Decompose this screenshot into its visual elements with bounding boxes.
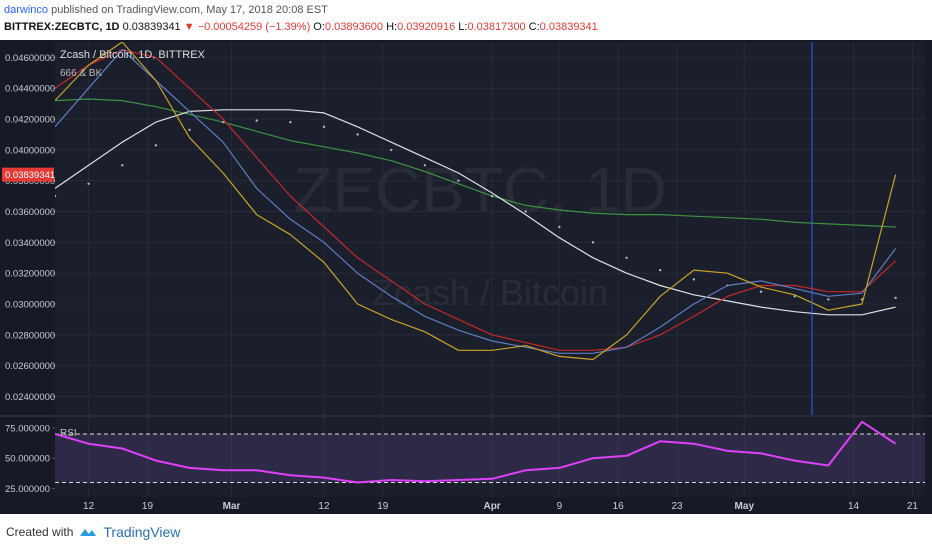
ohlc-value: 0.03920916	[397, 21, 456, 33]
rsi-band	[55, 433, 925, 483]
series-line	[55, 420, 897, 484]
y-tick-label: 0.02600000	[5, 361, 55, 372]
dot-point	[659, 268, 662, 272]
y-tick-label: 0.02400000	[5, 392, 55, 403]
dot-point	[423, 164, 427, 167]
created-with: Created with	[6, 525, 74, 539]
dot-point	[558, 225, 561, 229]
series-line	[55, 49, 897, 351]
ohlc-value: 0.03817300	[467, 21, 526, 33]
published-text: published on TradingView.com, May 17, 20…	[48, 4, 328, 16]
y-tick-label: 0.03800000	[5, 176, 55, 187]
ohlc: O:0.03893600 H:0.03920916 L:0.03817300 C…	[310, 21, 598, 33]
dot-point	[625, 256, 628, 259]
x-tick-label: 9	[557, 501, 563, 512]
publisher[interactable]: darwinco	[4, 4, 49, 16]
series-line	[55, 98, 896, 228]
y-tick-label: 0.04600000	[5, 53, 55, 64]
ohlc-label: L:	[458, 21, 468, 33]
dot-point	[490, 194, 494, 198]
last-price: 0.03839341	[122, 21, 181, 33]
dot-point	[154, 144, 158, 147]
x-tick-label: 14	[848, 501, 860, 512]
dot-point	[390, 148, 393, 152]
last-price-label: 0.03839341	[5, 170, 55, 181]
dot-point	[759, 290, 763, 293]
dot-point	[255, 119, 258, 122]
x-tick-label: 21	[907, 501, 919, 512]
series-line	[55, 49, 897, 354]
dot-point	[289, 120, 292, 124]
watermark: ZECBTC, 1D	[293, 154, 666, 226]
x-tick-label: Apr	[483, 501, 500, 512]
dot-point	[356, 133, 359, 136]
dot-point	[322, 125, 326, 128]
symbol-line: BITTREX:ZECBTC, 1D 0.03839341 ▼ −0.00054…	[4, 19, 598, 36]
chart-subtitle: 666 & BK	[60, 68, 103, 79]
y-tick-label: 75.000000	[5, 423, 50, 434]
dot-point	[121, 164, 124, 167]
ohlc-label: H:	[386, 21, 398, 33]
x-tick-label: 12	[83, 501, 95, 512]
x-tick-label: May	[735, 501, 755, 512]
series-line	[55, 109, 896, 316]
x-tick-label: Mar	[223, 501, 241, 512]
y-tick-label: 0.03000000	[5, 300, 55, 311]
ohlc-label: O:	[313, 21, 325, 33]
x-tick-label: 16	[613, 501, 625, 512]
rsi-title: RSI	[60, 428, 77, 439]
y-tick-label: 50.000000	[5, 454, 50, 465]
y-tick-label: 0.04400000	[5, 84, 55, 95]
dot-point	[827, 298, 830, 301]
series-line	[55, 42, 897, 361]
x-tick-label: 12	[318, 501, 330, 512]
ohlc-value: 0.03893600	[324, 21, 384, 33]
price-pane	[55, 42, 925, 415]
publish-line: darwinco published on TradingView.com, M…	[4, 2, 598, 19]
watermark-subtitle: Zcash / Bitcoin	[372, 272, 608, 313]
y-tick-label: 25.000000	[5, 484, 50, 495]
dot-point	[894, 296, 897, 300]
dot-point	[591, 241, 595, 244]
ohlc-value: 0.03839341	[539, 21, 598, 33]
y-tick-label: 0.03600000	[5, 207, 55, 218]
dot-point	[692, 278, 696, 281]
symbol: BITTREX:ZECBTC, 1D	[4, 21, 120, 33]
last-price-badge	[2, 167, 54, 182]
chart-title: Zcash / Bitcoin, 1D, BITTREX	[60, 49, 206, 61]
dot-point	[221, 120, 225, 124]
dot-point	[524, 210, 527, 213]
x-tick-label: 19	[377, 501, 389, 512]
y-tick-label: 0.02800000	[5, 330, 55, 341]
x-tick-label: 19	[142, 501, 154, 512]
change: ▼ −0.00054259 (−1.39%)	[183, 21, 311, 33]
dot-point	[188, 128, 191, 132]
y-tick-label: 0.03400000	[5, 238, 55, 249]
y-tick-label: 0.04000000	[5, 145, 55, 156]
dot-point	[87, 182, 90, 186]
footer: Created with TradingView	[6, 524, 180, 540]
ohlc-label: C:	[528, 21, 540, 33]
y-tick-label: 0.04200000	[5, 115, 55, 126]
brand[interactable]: TradingView	[103, 524, 181, 540]
dot-point	[55, 194, 57, 198]
logo-icon	[80, 529, 97, 536]
x-tick-label: 23	[671, 501, 683, 512]
chart: ZECBTC, 1D Zcash / Bitcoin 0.04600000 0.0…	[0, 40, 932, 514]
y-tick-label: 0.03200000	[5, 269, 55, 280]
dot-point	[457, 179, 460, 182]
header: darwinco published on TradingView.com, M…	[4, 2, 598, 36]
